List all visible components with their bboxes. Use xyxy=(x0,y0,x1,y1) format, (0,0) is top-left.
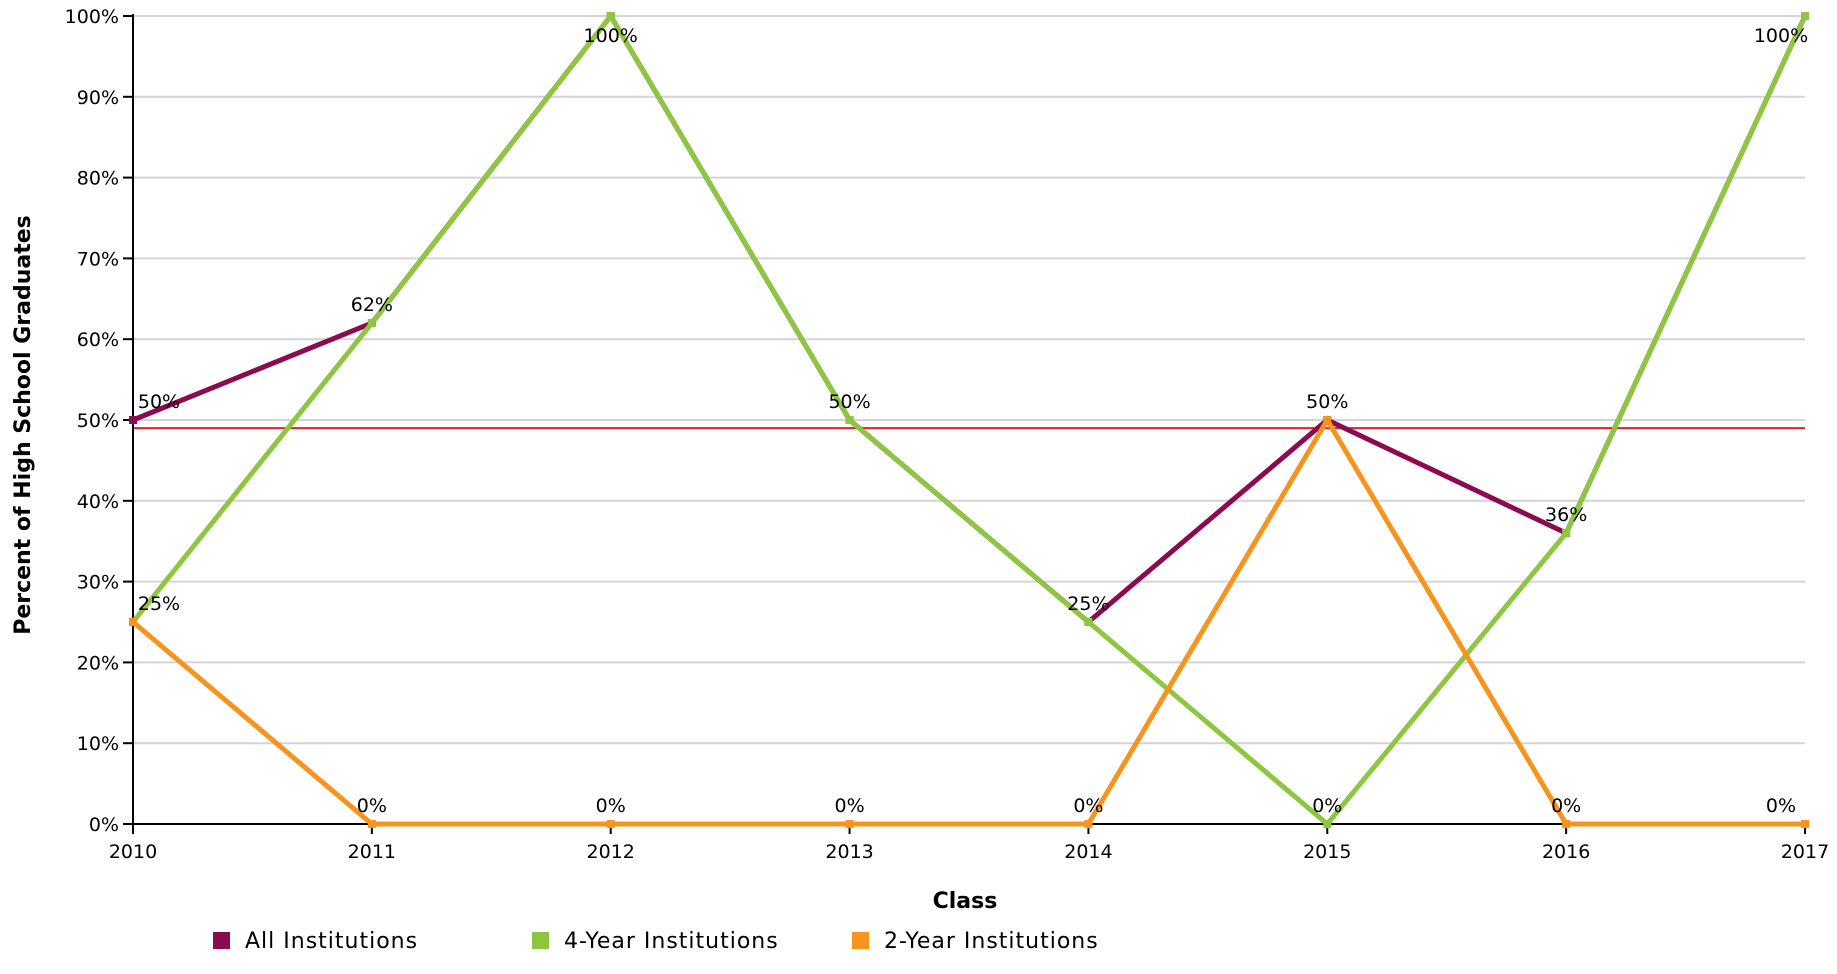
series-2-point xyxy=(1323,820,1332,828)
y-tick-label: 90% xyxy=(77,87,119,109)
x-tick-label: 2015 xyxy=(1303,841,1351,863)
legend-label-1: All Institutions xyxy=(245,929,418,954)
series-3-point xyxy=(1323,416,1332,424)
series-2-point xyxy=(1801,12,1809,20)
y-tick-label: 80% xyxy=(77,168,119,190)
series-3-point xyxy=(129,618,137,626)
data-label: 62% xyxy=(351,294,393,316)
y-tick-label: 60% xyxy=(77,329,119,351)
x-axis-title: Class xyxy=(933,889,998,914)
data-label: 50% xyxy=(138,391,180,413)
data-label: 0% xyxy=(1766,795,1796,817)
data-label: 100% xyxy=(584,25,638,47)
legend-label-3: 2-Year Institutions xyxy=(884,929,1099,954)
legend-swatch-3 xyxy=(852,932,869,949)
series-line-2 xyxy=(131,11,1808,828)
y-tick-label: 10% xyxy=(77,733,119,755)
data-label: 0% xyxy=(1551,795,1581,817)
series-3-point xyxy=(606,820,615,828)
y-tick-label: 40% xyxy=(77,491,119,513)
series-2-point xyxy=(845,416,854,424)
series-3-point xyxy=(1084,820,1093,828)
data-label: 50% xyxy=(1306,391,1348,413)
series-1-point xyxy=(129,416,137,424)
x-tick-label: 2017 xyxy=(1781,841,1829,863)
x-tick-label: 2010 xyxy=(109,841,157,863)
data-label: 0% xyxy=(357,795,387,817)
series-3-point xyxy=(845,820,854,828)
data-label: 100% xyxy=(1754,25,1808,47)
y-tick-label: 70% xyxy=(77,248,119,270)
x-tick-label: 2014 xyxy=(1064,841,1112,863)
data-label: 25% xyxy=(1067,593,1109,615)
series-3-point xyxy=(1801,820,1809,828)
data-label: 0% xyxy=(1312,795,1342,817)
series-2-point xyxy=(1562,529,1571,538)
legend-swatch-2 xyxy=(532,932,549,949)
data-labels: 50% 62% 100% 50% 25% 50% 36% 100% 25% 0% 0% 0% 0% 0% 0… xyxy=(138,25,1808,817)
x-tick-label: 2011 xyxy=(348,841,396,863)
gridlines xyxy=(133,15,1805,745)
data-label: 0% xyxy=(1073,795,1103,817)
legend-swatch-1 xyxy=(213,932,230,949)
series-2-point xyxy=(1084,618,1093,626)
series-line-1 xyxy=(132,11,1808,626)
data-label: 0% xyxy=(834,795,864,817)
axes: 0% 10% 20% 30% 40% 50% 60% 70% 80% 90% 100% 2010 201… xyxy=(65,6,1830,863)
series-3-point xyxy=(367,820,376,828)
y-tick-label: 30% xyxy=(77,572,119,594)
y-tick-label: 50% xyxy=(77,410,119,432)
data-label: 36% xyxy=(1545,504,1587,526)
y-tick-label: 100% xyxy=(65,6,119,28)
legend-label-2: 4-Year Institutions xyxy=(564,929,779,954)
data-label: 0% xyxy=(596,795,626,817)
legend: All Institutions 4-Year Institutions 2-Yea… xyxy=(213,929,1099,954)
y-axis-title: Percent of High School Graduates xyxy=(11,215,36,635)
x-tick-label: 2012 xyxy=(587,841,635,863)
data-label: 25% xyxy=(138,593,180,615)
series-2-point xyxy=(367,319,376,328)
y-tick-label: 20% xyxy=(77,652,119,674)
x-tick-label: 2013 xyxy=(825,841,873,863)
series-2-point xyxy=(606,12,615,20)
x-tick-label: 2016 xyxy=(1542,841,1590,863)
series-3-point xyxy=(1562,820,1571,828)
y-tick-label: 0% xyxy=(89,814,119,836)
series-lines xyxy=(129,11,1809,828)
series-line-3 xyxy=(131,415,1805,827)
data-label: 50% xyxy=(828,391,870,413)
